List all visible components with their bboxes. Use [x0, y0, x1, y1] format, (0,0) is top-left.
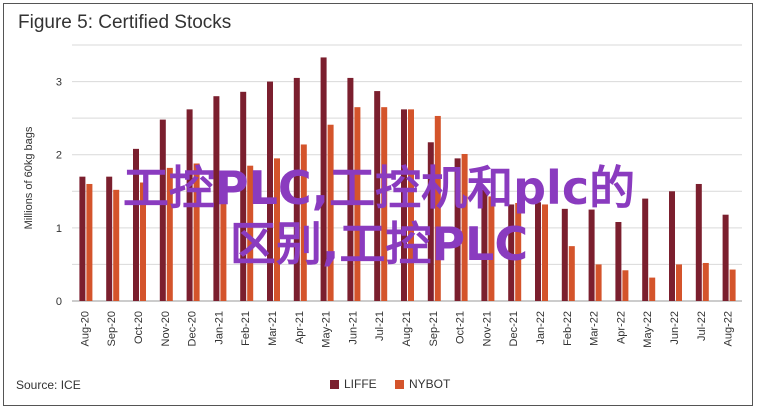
bar-nybot	[408, 109, 414, 301]
bar-liffe	[695, 183, 702, 301]
bar-liffe	[240, 91, 247, 301]
bar-nybot	[327, 124, 334, 302]
bar-liffe	[133, 148, 139, 301]
bar-nybot	[568, 246, 575, 301]
bar-liffe	[561, 208, 568, 301]
bar-nybot	[542, 204, 548, 301]
bar-liffe	[722, 214, 729, 301]
bar-liffe	[186, 109, 193, 301]
legend-item-liffe: LIFFE	[330, 377, 377, 391]
chart-title: Figure 5: Certified Stocks	[18, 12, 232, 33]
bar-nybot	[515, 202, 522, 301]
bar-nybot	[193, 163, 200, 301]
y-tick-label: 2	[56, 150, 62, 162]
bar-liffe	[669, 191, 675, 301]
bar-liffe	[213, 96, 220, 301]
x-tick-label: Oct-20	[133, 311, 145, 344]
bar-liffe	[159, 119, 166, 301]
bar-liffe	[401, 109, 407, 301]
x-tick-label: Feb-22	[562, 311, 574, 346]
bar-liffe	[106, 176, 113, 301]
y-tick-label: 1	[56, 223, 62, 235]
bar-liffe	[293, 77, 300, 302]
x-tick-label: Jan-22	[535, 311, 547, 345]
x-tick-label: May-21	[321, 311, 333, 348]
x-tick-label: Sep-21	[428, 311, 440, 346]
x-tick-label: Feb-21	[240, 311, 252, 346]
x-tick-label: May-22	[642, 311, 654, 348]
bar-nybot	[649, 277, 656, 301]
bar-liffe	[642, 198, 649, 301]
x-tick-label: Dec-21	[508, 311, 520, 346]
x-tick-label: Nov-21	[481, 311, 493, 346]
x-tick-label: Aug-21	[401, 311, 413, 346]
bar-nybot	[86, 183, 93, 301]
bar-liffe	[427, 142, 434, 301]
bar-nybot	[247, 165, 254, 301]
x-tick-label: Jun-22	[669, 311, 681, 345]
x-tick-label: Jan-21	[213, 311, 225, 345]
x-tick-label: Apr-21	[294, 311, 306, 344]
x-tick-label: Jul-21	[374, 311, 386, 341]
bar-nybot	[702, 262, 709, 301]
bar-liffe	[535, 202, 541, 301]
legend-swatch-liffe	[330, 379, 339, 389]
x-tick-label: Jun-21	[347, 311, 359, 345]
bar-nybot	[113, 189, 120, 301]
bar-nybot	[166, 167, 173, 301]
bar-nybot	[461, 153, 468, 301]
legend-label-nybot: NYBOT	[409, 377, 451, 391]
x-tick-label: Mar-22	[589, 311, 601, 346]
bar-nybot	[676, 264, 682, 301]
bar-liffe	[79, 176, 86, 301]
bar-nybot	[354, 107, 361, 302]
bar-liffe	[508, 204, 515, 301]
x-tick-label: Aug-20	[79, 311, 91, 346]
y-tick-label: 0	[56, 296, 62, 308]
bar-liffe	[347, 77, 354, 302]
bar-nybot	[140, 182, 146, 301]
x-tick-label: Jul-22	[696, 311, 708, 341]
y-tick-label: 3	[56, 77, 62, 89]
bar-nybot	[595, 264, 602, 301]
x-tick-label: Aug-22	[723, 311, 735, 346]
bar-liffe	[320, 57, 327, 302]
bar-nybot	[381, 107, 388, 302]
bar-nybot	[622, 270, 629, 301]
x-tick-label: Apr-22	[615, 311, 627, 344]
source-note: Source: ICE	[16, 378, 81, 392]
bar-liffe	[615, 222, 622, 301]
bar-liffe	[374, 91, 381, 301]
bar-liffe	[481, 189, 488, 301]
bar-nybot	[729, 269, 736, 301]
legend-swatch-nybot	[395, 379, 404, 389]
x-tick-label: Oct-21	[455, 311, 467, 344]
x-tick-label: Mar-21	[267, 311, 279, 346]
legend-item-nybot: NYBOT	[395, 377, 450, 391]
x-tick-label: Sep-20	[106, 311, 118, 346]
bar-nybot	[220, 192, 227, 301]
bar-nybot	[300, 144, 307, 301]
x-tick-label: Dec-20	[187, 311, 199, 346]
bar-nybot	[274, 158, 280, 301]
bar-liffe	[454, 158, 461, 301]
x-tick-label: Nov-20	[160, 311, 172, 346]
legend-label-liffe: LIFFE	[344, 377, 377, 391]
bar-nybot	[488, 196, 495, 301]
bar-liffe	[588, 209, 595, 301]
bar-nybot	[434, 115, 441, 301]
bar-liffe	[267, 81, 273, 301]
